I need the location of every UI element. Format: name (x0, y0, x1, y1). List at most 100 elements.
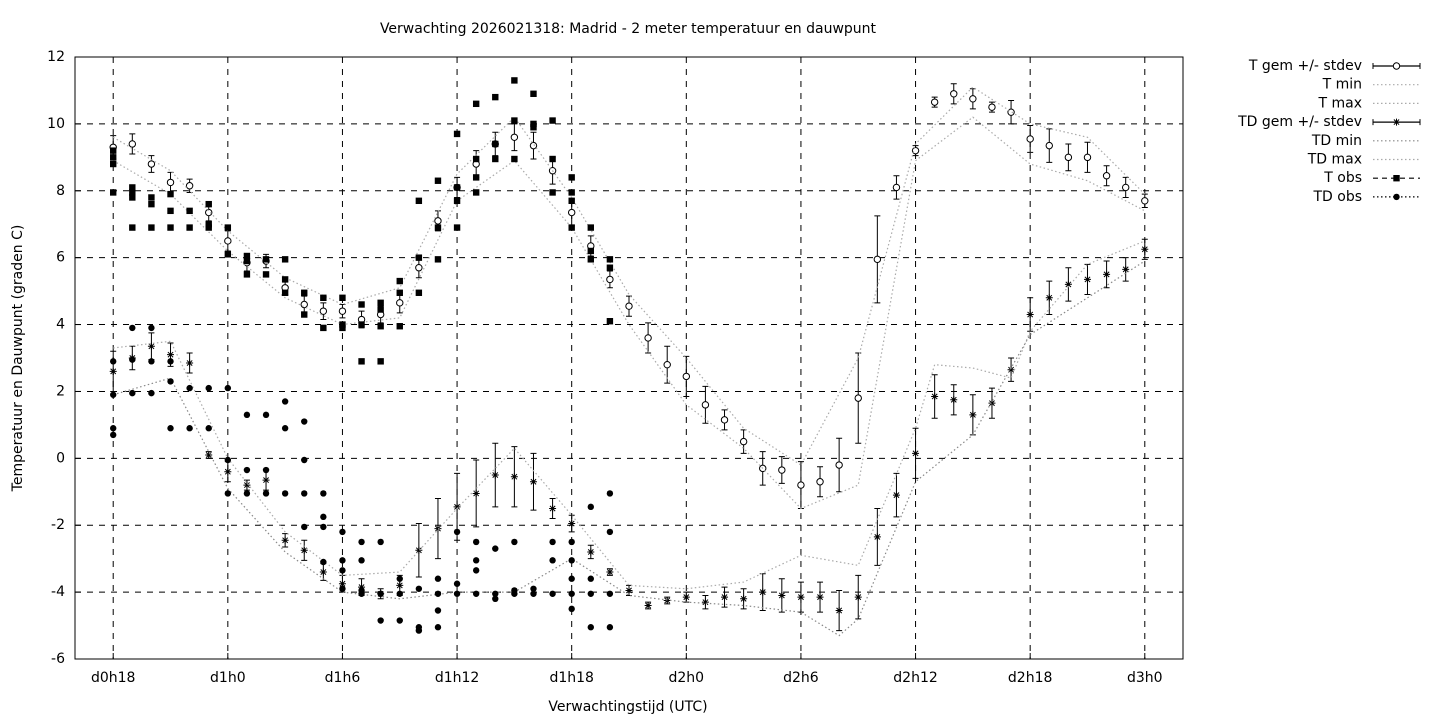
observation (549, 189, 556, 196)
observation (167, 207, 174, 215)
mean-point (854, 593, 862, 601)
observation (377, 617, 384, 624)
mean-point (1064, 153, 1073, 162)
observation (549, 590, 556, 597)
observation (377, 358, 384, 365)
observation (358, 358, 365, 365)
mean-point (740, 595, 748, 603)
observation (492, 155, 499, 163)
y-tick-label: 2 (56, 383, 65, 399)
observation (167, 378, 174, 385)
mean-point (587, 548, 595, 556)
mean-point (549, 505, 557, 512)
observation (358, 538, 365, 546)
x-tick-label: d1h6 (325, 670, 361, 686)
y-tick-label: 4 (56, 317, 65, 333)
observation (415, 585, 423, 592)
mean-point (319, 568, 327, 576)
mean-point (701, 401, 710, 409)
observation (377, 306, 384, 313)
mean-point (797, 593, 805, 601)
legend-label: TD max (1307, 152, 1362, 168)
mean-point (1083, 153, 1092, 162)
observation (243, 257, 251, 265)
observation (434, 590, 442, 597)
observation (472, 189, 480, 196)
observation (568, 224, 575, 231)
mean-point (911, 146, 920, 155)
observation (434, 256, 442, 263)
mean-point (606, 275, 614, 284)
observation (377, 323, 384, 330)
observation (492, 590, 499, 597)
x-axis-label: Verwachtingstijd (UTC) (548, 699, 707, 715)
observation (243, 271, 251, 278)
observation (224, 384, 232, 392)
mean-point (567, 208, 576, 217)
observation (148, 194, 155, 201)
legend-cap (1372, 119, 1421, 126)
mean-point (912, 449, 920, 457)
observation (549, 557, 556, 564)
observation (453, 224, 461, 231)
observation (415, 289, 423, 296)
observation (224, 456, 232, 464)
mean-point (205, 208, 213, 217)
mean-point (1121, 183, 1130, 192)
mean-point (434, 525, 442, 533)
legend-label: T gem +/- stdev (1248, 58, 1362, 74)
x-tick-label: d2h12 (893, 670, 937, 686)
observation (129, 389, 136, 397)
observation (148, 389, 155, 397)
observation (530, 585, 537, 592)
observation (396, 323, 403, 330)
observation (262, 490, 270, 497)
mean-point (930, 98, 939, 106)
range-line (113, 260, 1146, 637)
mean-point (988, 103, 996, 111)
range-line (113, 240, 1146, 590)
observation (396, 289, 403, 296)
observation (606, 256, 614, 263)
x-tick-label: d2h0 (669, 670, 705, 686)
observation (262, 411, 270, 419)
mean-point (396, 299, 404, 307)
observation (453, 590, 461, 597)
observation (301, 490, 308, 497)
mean-point (721, 593, 729, 601)
observation (129, 194, 136, 201)
mean-point (415, 546, 423, 554)
mean-point (109, 367, 117, 375)
observation (472, 567, 480, 574)
mean-point (1026, 311, 1034, 319)
observation (262, 466, 270, 474)
mean-point (682, 372, 691, 381)
mean-point (663, 360, 671, 369)
observation (606, 318, 614, 325)
observation (320, 294, 327, 301)
mean-point (224, 237, 232, 245)
legend-marker (1393, 118, 1400, 126)
observation (606, 624, 614, 631)
mean-point (1026, 135, 1034, 143)
observation (224, 490, 232, 497)
observation (301, 311, 308, 318)
mean-point (529, 478, 537, 486)
observation (205, 384, 212, 392)
observation (301, 523, 308, 531)
observation (186, 224, 193, 231)
observation (396, 590, 403, 597)
observation (110, 189, 117, 196)
observation (568, 174, 575, 181)
observation (530, 590, 537, 597)
observation (511, 117, 518, 124)
y-axis-label: Temperatuur en Dauwpunt (graden C) (10, 225, 26, 493)
mean-point (644, 601, 652, 609)
observation (568, 575, 575, 582)
y-tick-label: 8 (56, 183, 65, 199)
observation (129, 356, 136, 363)
observation (549, 538, 556, 546)
legend-label: TD min (1311, 133, 1362, 149)
x-tick-label: d2h6 (783, 670, 819, 686)
observation (110, 431, 117, 439)
